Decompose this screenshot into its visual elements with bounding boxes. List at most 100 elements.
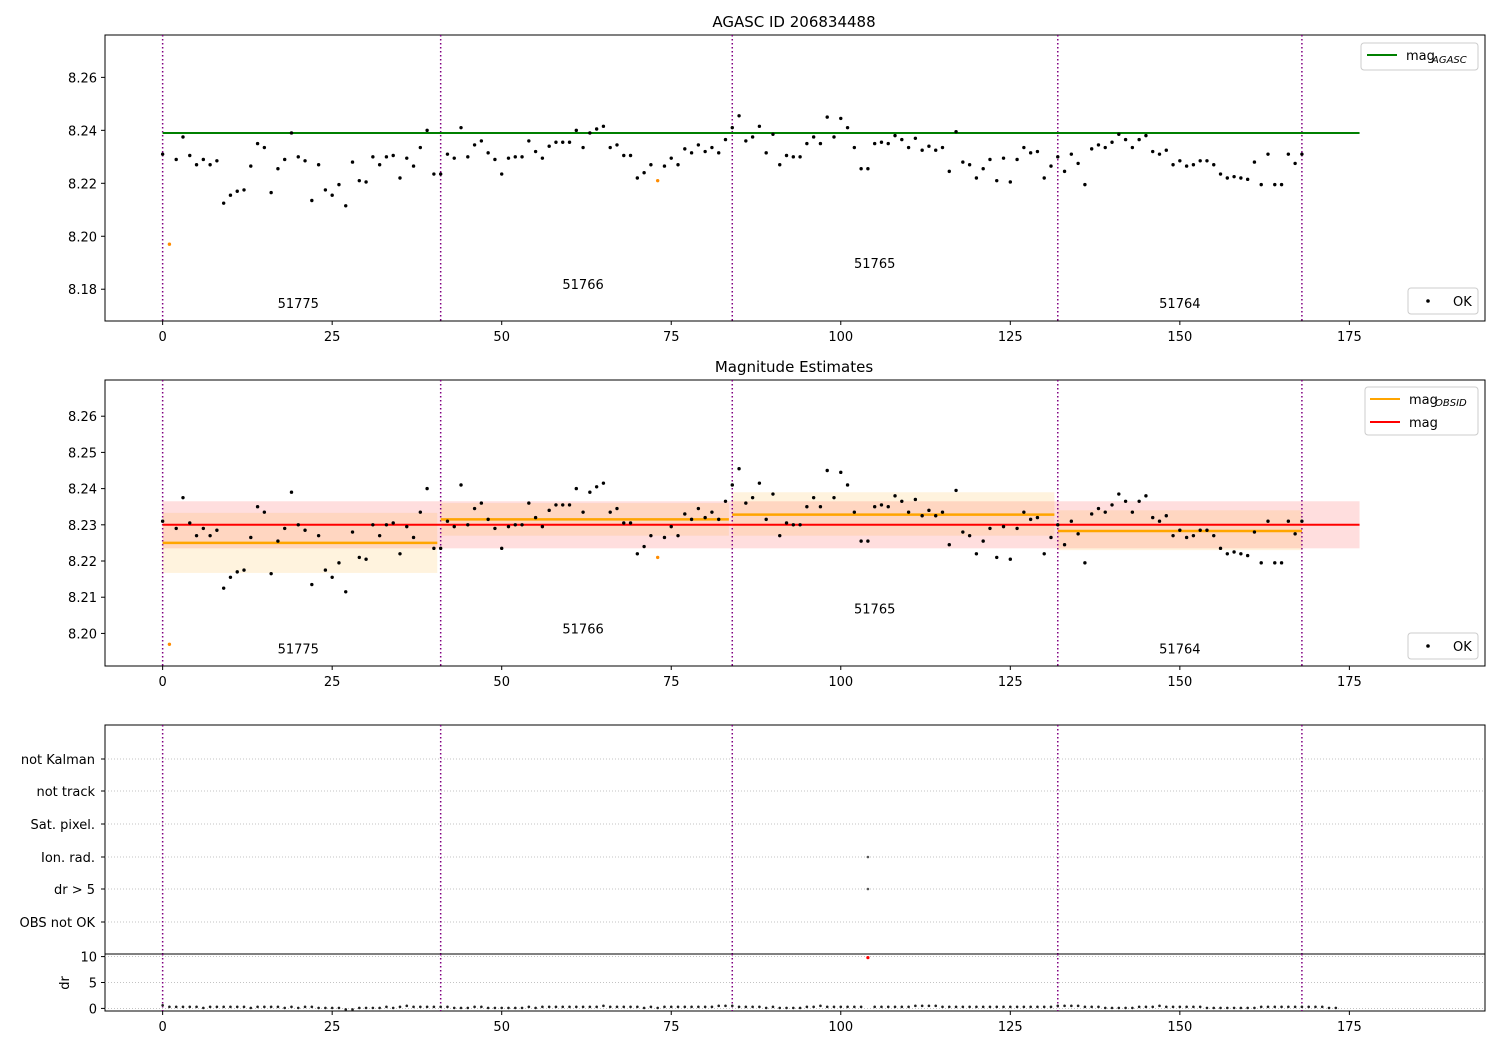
dr-point	[859, 1005, 863, 1009]
dr-point	[615, 1005, 619, 1009]
dr-point	[798, 1006, 802, 1010]
data-point	[201, 157, 206, 162]
data-point	[1089, 147, 1094, 151]
data-point	[852, 510, 857, 514]
data-point	[961, 530, 965, 534]
data-point	[1266, 152, 1270, 156]
data-point	[710, 145, 714, 150]
data-point	[703, 149, 707, 154]
data-point	[737, 466, 741, 471]
data-point	[757, 124, 762, 129]
dr-point	[995, 1005, 999, 1009]
data-point	[540, 524, 545, 529]
data-point	[879, 503, 884, 507]
dr-point	[459, 1006, 463, 1010]
data-point	[866, 167, 870, 171]
legend-label-mag: mag	[1406, 49, 1435, 64]
data-point	[689, 517, 694, 522]
dr-point	[1076, 1004, 1080, 1008]
plot-frame	[104, 34, 1486, 322]
dr-point	[534, 1006, 537, 1010]
data-point	[1232, 550, 1236, 554]
data-point	[995, 178, 999, 183]
data-point	[1130, 145, 1135, 150]
data-point	[574, 486, 579, 491]
dr-point	[758, 1005, 761, 1009]
dr-point	[439, 1005, 442, 1009]
data-point	[791, 523, 796, 527]
data-point	[249, 535, 253, 540]
dr-point	[832, 1005, 836, 1009]
data-point	[411, 535, 416, 540]
y-tick-label: 10	[80, 951, 97, 966]
dr-point	[581, 1005, 585, 1009]
data-point	[377, 533, 382, 538]
x-tick-label: 50	[493, 1020, 510, 1035]
data-point	[262, 510, 267, 514]
legend-label-ok: OK	[1453, 295, 1472, 310]
x-tick-label: 75	[663, 330, 680, 345]
data-point	[642, 171, 646, 175]
data-point	[337, 182, 341, 187]
data-point	[262, 145, 267, 150]
data-point	[845, 483, 850, 487]
data-point	[533, 515, 538, 520]
flag-grid: not Kalman not track Sat. pixel. Ion. rad. d…	[20, 753, 1485, 931]
data-point	[303, 528, 307, 532]
y-tick-label: 8.26	[68, 71, 97, 86]
data-point	[1286, 519, 1291, 523]
dr-point	[778, 1006, 782, 1010]
dr-point	[1253, 1006, 1256, 1010]
dr-point	[283, 1006, 287, 1010]
data-point	[771, 132, 775, 137]
data-point	[628, 153, 633, 158]
data-point	[445, 152, 450, 156]
x-axis: 0 25 50 75 100 125 150 175	[159, 666, 1362, 690]
data-point	[506, 524, 511, 529]
data-point	[1069, 519, 1074, 523]
data-point	[472, 506, 477, 511]
dr-point	[927, 1004, 931, 1008]
data-point	[839, 116, 843, 121]
data-point	[771, 492, 775, 496]
data-point	[493, 157, 497, 162]
data-point	[954, 488, 958, 493]
data-point	[1218, 172, 1223, 176]
data-point	[438, 546, 443, 551]
dr-point	[988, 1005, 992, 1009]
data-point	[208, 533, 212, 538]
data-point	[337, 561, 341, 565]
data-point	[1008, 557, 1013, 561]
data-point	[276, 539, 280, 543]
dr-point	[1056, 1004, 1060, 1008]
data-point	[371, 155, 375, 159]
dr-point	[717, 1004, 721, 1008]
data-point	[364, 557, 368, 561]
dr-point	[1232, 1006, 1236, 1010]
data-point	[221, 586, 226, 590]
dr-panel: 0 25 50 75 100 125 150 175 0 5 10 dr	[58, 951, 1486, 1035]
data-point	[405, 524, 409, 529]
data-point	[350, 160, 355, 164]
dr-point	[785, 1006, 788, 1010]
dr-point	[276, 1005, 280, 1009]
data-point	[988, 526, 992, 531]
y-tick-label: 8.25	[68, 446, 97, 461]
dr-point	[1124, 1006, 1127, 1010]
data-point	[825, 468, 829, 473]
data-point	[283, 157, 287, 162]
legend-label-mag: mag	[1409, 416, 1438, 431]
dr-point	[235, 1005, 239, 1009]
dr-point	[1103, 1006, 1107, 1010]
dr-point	[1070, 1004, 1073, 1008]
dr-point	[432, 1005, 436, 1009]
dr-point	[371, 1006, 375, 1010]
dr-point	[229, 1005, 232, 1009]
data-point	[1225, 552, 1230, 556]
dr-point	[1144, 1005, 1148, 1009]
data-point	[1035, 149, 1040, 154]
data-point	[1232, 174, 1236, 179]
y-tick-label: 0	[89, 1002, 97, 1017]
dr-point	[1151, 1005, 1155, 1009]
